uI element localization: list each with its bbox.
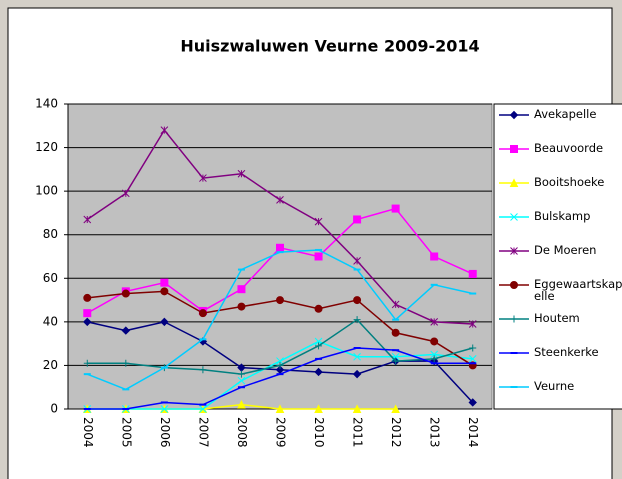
- data-point: [276, 196, 284, 204]
- data-point: [430, 355, 438, 363]
- data-point: [353, 296, 362, 305]
- data-point: [314, 404, 323, 413]
- data-point: [430, 252, 439, 261]
- data-point: [83, 309, 92, 318]
- y-tick-label: 100: [35, 184, 58, 198]
- data-point: [353, 215, 362, 224]
- data-point: [198, 309, 207, 318]
- data-point: [391, 300, 400, 309]
- data-point: [276, 243, 284, 252]
- y-tick-label: 20: [43, 358, 58, 372]
- data-point: [237, 169, 246, 178]
- data-point: [160, 405, 169, 413]
- legend-label: Eggewaartskapelle: [534, 277, 622, 303]
- x-tick-label: 2009: [274, 417, 288, 448]
- data-point: [392, 357, 400, 365]
- x-tick-label: 2007: [196, 417, 210, 448]
- chart-title: Huiszwaluwen Veurne 2009-2014: [180, 37, 479, 56]
- legend-marker: [510, 145, 518, 153]
- data-point: [391, 404, 400, 413]
- legend-marker: [510, 247, 518, 255]
- x-tick-label: 2011: [351, 417, 365, 448]
- x-tick-label: 2013: [428, 417, 442, 448]
- legend-box: [493, 103, 622, 410]
- data-point: [430, 337, 439, 346]
- y-tick-label: 40: [43, 314, 58, 328]
- data-point: [83, 215, 92, 224]
- data-point: [121, 289, 130, 298]
- data-point: [430, 318, 439, 326]
- legend-label: Booitshoeke: [534, 175, 605, 189]
- data-point: [468, 355, 477, 363]
- data-point: [468, 398, 477, 407]
- x-tick-label: 2012: [389, 417, 403, 448]
- legend-marker: [510, 315, 518, 323]
- data-point: [314, 304, 323, 313]
- data-point: [276, 361, 284, 369]
- x-tick-label: 2008: [235, 417, 249, 448]
- x-tick-label: 2010: [312, 417, 326, 448]
- data-point: [237, 285, 246, 294]
- legend-label: Avekapelle: [534, 107, 597, 121]
- data-point: [276, 296, 284, 305]
- data-point: [353, 257, 361, 265]
- data-point: [237, 302, 246, 311]
- data-point: [237, 376, 246, 385]
- x-tick-label: 2006: [158, 417, 172, 448]
- data-point: [314, 367, 323, 377]
- data-point: [353, 316, 361, 324]
- data-point: [315, 342, 323, 350]
- data-point: [199, 366, 207, 374]
- data-point: [237, 370, 245, 378]
- y-tick-label: 0: [50, 402, 58, 416]
- data-point: [352, 404, 362, 413]
- legend-label: De Moeren: [534, 243, 597, 257]
- data-point: [83, 293, 92, 302]
- legend-marker: [510, 213, 518, 221]
- data-point: [160, 126, 169, 134]
- y-tick-label: 120: [35, 140, 58, 154]
- data-point: [160, 317, 169, 327]
- x-tick-label: 2004: [81, 417, 95, 448]
- data-point: [237, 400, 246, 409]
- data-point: [160, 287, 169, 296]
- data-point: [275, 404, 285, 413]
- y-tick-label: 80: [43, 227, 58, 241]
- legend-label: Steenkerke: [534, 345, 599, 359]
- data-point: [160, 278, 169, 287]
- legend-marker: [509, 178, 519, 187]
- x-tick-label: 2005: [119, 417, 133, 448]
- data-point: [314, 252, 323, 261]
- data-point: [122, 359, 130, 367]
- data-point: [468, 269, 477, 278]
- legend-label: Houtem: [534, 311, 580, 325]
- y-tick-label: 60: [43, 271, 58, 285]
- legend-label: Beauvoorde: [534, 141, 604, 155]
- data-point: [469, 344, 477, 352]
- data-point: [121, 189, 130, 198]
- data-point: [83, 317, 92, 327]
- data-point: [121, 326, 131, 335]
- data-point: [352, 369, 362, 379]
- x-tick-label: 2014: [466, 417, 480, 448]
- legend-label: Veurne: [534, 379, 575, 393]
- data-point: [430, 350, 439, 359]
- data-point: [199, 174, 207, 182]
- data-point: [468, 320, 477, 328]
- data-point: [83, 359, 91, 367]
- data-point: [391, 328, 400, 337]
- legend-marker: [510, 281, 518, 289]
- data-point: [314, 217, 323, 226]
- data-point: [353, 352, 361, 361]
- y-tick-label: 140: [35, 97, 58, 111]
- legend-label: Bulskamp: [534, 209, 591, 223]
- data-point: [199, 405, 207, 413]
- legend-marker: [509, 110, 519, 120]
- data-point: [391, 204, 400, 213]
